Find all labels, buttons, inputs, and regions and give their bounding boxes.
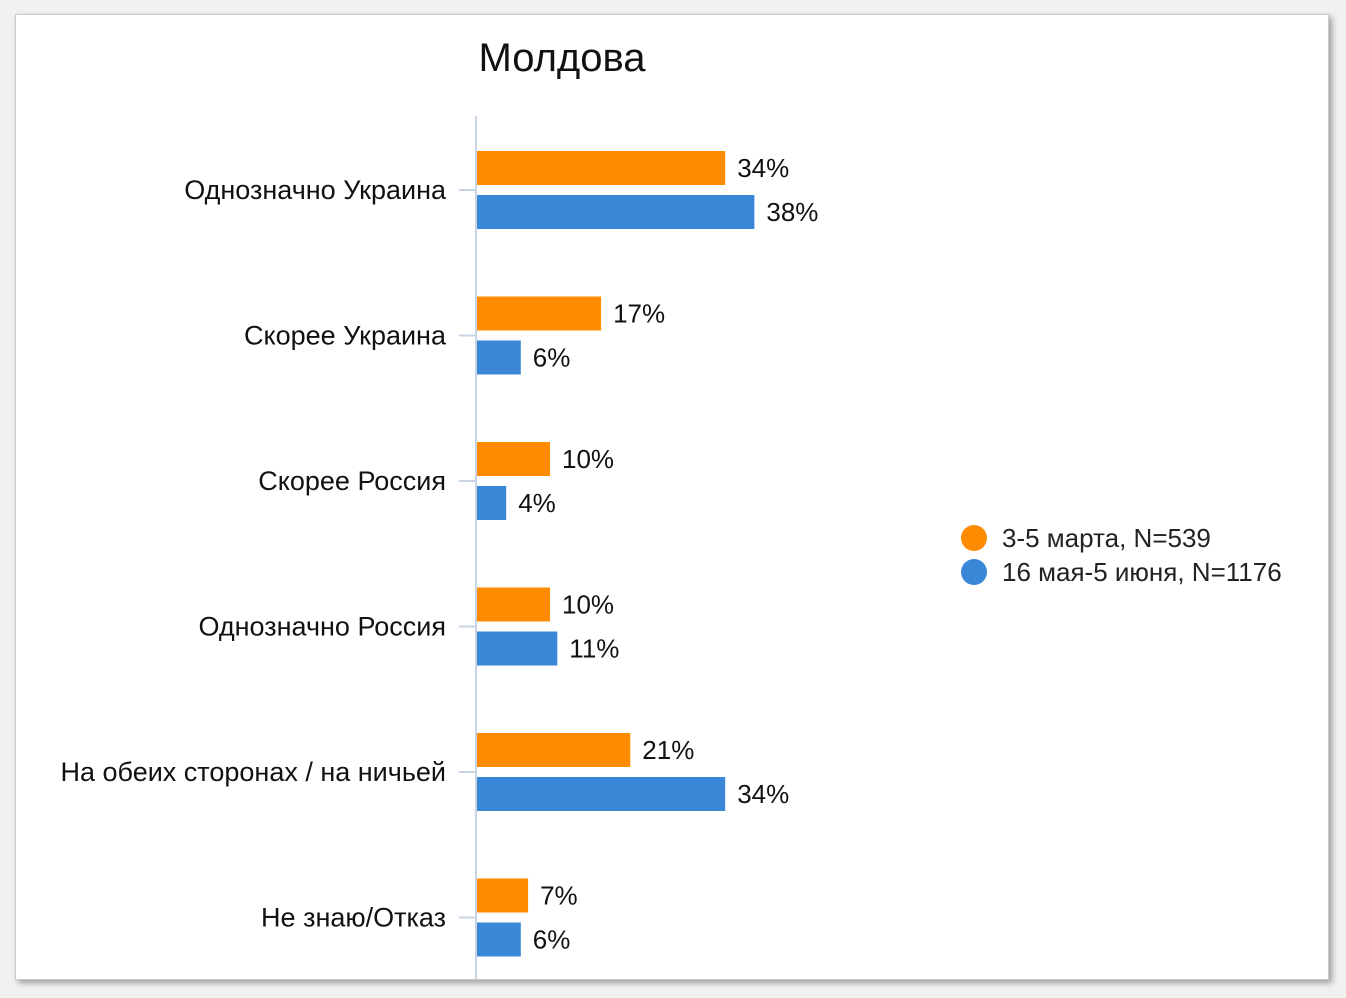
bar — [477, 486, 507, 520]
legend-label: 16 мая-5 июня, N=1176 — [1002, 557, 1282, 587]
bar — [477, 587, 550, 622]
axis-ticks — [459, 189, 476, 919]
data-label: 6% — [533, 925, 571, 955]
data-label: 34% — [737, 779, 789, 809]
bar — [477, 733, 631, 767]
data-label: 10% — [562, 444, 614, 474]
data-label: 7% — [540, 881, 578, 911]
legend: 3-5 марта, N=539 16 мая-5 июня, N=1176 — [961, 523, 1282, 587]
bar — [477, 777, 726, 811]
bar-chart: Молдова Однозначно Украина Скорее Украина… — [61, 36, 1282, 979]
bar — [477, 442, 550, 476]
category-label: Не знаю/Отказ — [261, 903, 446, 933]
bar — [477, 878, 529, 913]
bar — [477, 631, 558, 666]
category-labels: Однозначно Украина Скорее Украина Скорее Р… — [61, 175, 447, 933]
legend-label: 3-5 марта, N=539 — [1002, 523, 1211, 553]
category-label: Однозначно Украина — [184, 175, 447, 205]
legend-marker — [961, 525, 987, 551]
data-label: 10% — [562, 590, 614, 620]
legend-marker — [961, 559, 987, 585]
data-label: 11% — [569, 634, 619, 664]
category-label: Скорее Россия — [258, 466, 446, 496]
bar — [477, 195, 755, 229]
bar — [477, 296, 602, 331]
data-label: 38% — [766, 197, 818, 227]
data-labels: 34%38%17%6%10%4%10%11%21%34%7%6% — [518, 153, 818, 955]
data-label: 17% — [613, 299, 665, 329]
data-label: 4% — [518, 488, 556, 518]
chart-title: Молдова — [478, 36, 646, 80]
category-label: На обеих сторонах / на ничьей — [61, 757, 447, 787]
bars — [477, 151, 755, 957]
category-label: Скорее Украина — [244, 321, 447, 351]
bar — [477, 340, 521, 375]
data-label: 34% — [737, 153, 789, 183]
bar — [477, 151, 726, 185]
bar — [477, 922, 521, 957]
data-label: 6% — [533, 343, 571, 373]
data-label: 21% — [642, 735, 694, 765]
category-label: Однозначно Россия — [198, 612, 446, 642]
chart-frame: Молдова Однозначно Украина Скорее Украина… — [15, 14, 1329, 980]
